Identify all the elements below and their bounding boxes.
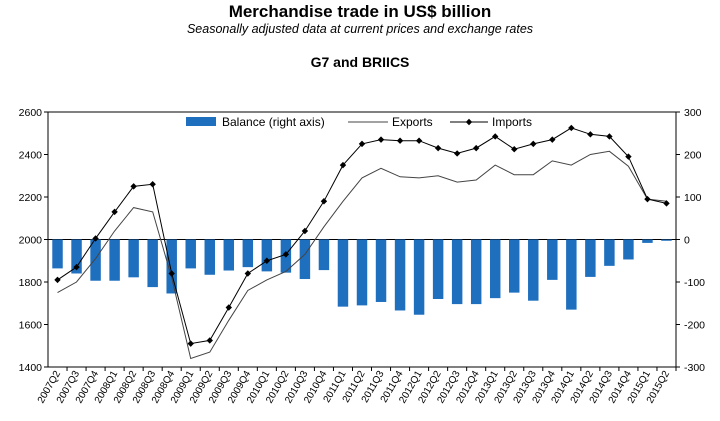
imports-marker (549, 136, 556, 143)
imports-marker (644, 195, 651, 203)
left-axis-label: 2000 (19, 235, 43, 247)
imports-marker (511, 145, 518, 153)
imports-marker (472, 144, 480, 152)
chart-title: Merchandise trade in US$ billion (228, 2, 492, 21)
imports-marker (187, 340, 194, 347)
imports-marker (149, 181, 156, 188)
imports-marker (320, 198, 328, 205)
right-axis-label: 300 (684, 107, 702, 119)
balance-bar (509, 239, 520, 293)
right-axis-label: -100 (684, 277, 705, 289)
balance-bar (375, 239, 387, 302)
balance-bar (661, 239, 672, 241)
balance-bar (109, 239, 120, 281)
right-axis-label: -200 (684, 320, 705, 332)
balance-bar (356, 239, 368, 306)
balance-bar (318, 239, 330, 271)
legend-marker-imports (465, 118, 473, 126)
legend-swatch-balance (186, 117, 216, 126)
imports-marker (568, 124, 575, 132)
balance-bar (223, 239, 235, 271)
imports-marker (282, 251, 290, 258)
imports-line (57, 127, 667, 345)
imports-marker (492, 133, 499, 140)
imports-marker (244, 270, 252, 277)
exports-line (57, 150, 667, 360)
balance-bar (413, 239, 425, 315)
balance-bar (337, 239, 349, 307)
chart-subtitle: Seasonally adjusted data at current pric… (186, 22, 534, 36)
balance-bar (166, 239, 177, 294)
balance-bar (90, 239, 101, 281)
imports-marker (225, 304, 232, 311)
balance-bar (489, 239, 501, 299)
imports-marker (301, 227, 309, 235)
left-axis-label: 2600 (19, 107, 43, 119)
legend-label-balance: Balance (right axis) (222, 115, 325, 129)
balance-bar (52, 239, 63, 269)
imports-marker (92, 235, 99, 242)
balance-bar (394, 239, 406, 311)
imports-marker (625, 153, 632, 160)
legend-label-imports: Imports (492, 115, 532, 129)
imports-marker (663, 200, 670, 207)
imports-marker (358, 140, 366, 148)
imports-marker (111, 208, 118, 216)
balance-bar (528, 239, 539, 301)
right-axis-label: 0 (684, 235, 690, 247)
left-axis-label: 1800 (19, 277, 43, 289)
imports-marker (206, 337, 213, 344)
balance-bar (71, 239, 82, 274)
imports-marker (130, 183, 137, 190)
imports-marker (434, 144, 442, 152)
balance-bar (451, 239, 463, 305)
balance-bar (566, 239, 577, 310)
imports-marker (415, 137, 423, 144)
balance-bar (604, 239, 615, 266)
balance-bar (204, 239, 215, 275)
balance-bar (585, 239, 596, 277)
balance-bar (470, 239, 482, 305)
imports-marker (73, 263, 80, 271)
balance-bar (261, 239, 273, 272)
balance-bar (147, 239, 158, 288)
balance-bar (432, 239, 444, 299)
imports-marker (587, 131, 594, 138)
imports-marker (377, 136, 385, 143)
imports-marker (263, 257, 271, 264)
imports-marker (54, 276, 61, 284)
left-axis-label: 2200 (19, 192, 43, 204)
imports-marker (339, 161, 347, 169)
right-axis-label: 200 (684, 150, 702, 162)
balance-bar (299, 239, 311, 280)
imports-marker (530, 140, 537, 148)
imports-marker (453, 150, 461, 157)
balance-bar (242, 239, 254, 268)
right-axis-label: -300 (684, 362, 705, 374)
balance-bar (623, 239, 634, 260)
group-label: G7 and BRIICS (310, 54, 410, 70)
right-axis-label: 100 (684, 192, 702, 204)
imports-marker (168, 270, 175, 277)
balance-bar (128, 239, 139, 278)
legend-label-exports: Exports (392, 115, 433, 129)
imports-marker (396, 137, 404, 144)
balance-bar (185, 239, 196, 269)
imports-marker (606, 133, 613, 140)
balance-bar (642, 239, 653, 243)
left-axis-label: 1400 (19, 362, 43, 374)
left-axis-label: 1600 (19, 320, 43, 332)
left-axis-label: 2400 (19, 150, 43, 162)
balance-bar (547, 239, 558, 280)
